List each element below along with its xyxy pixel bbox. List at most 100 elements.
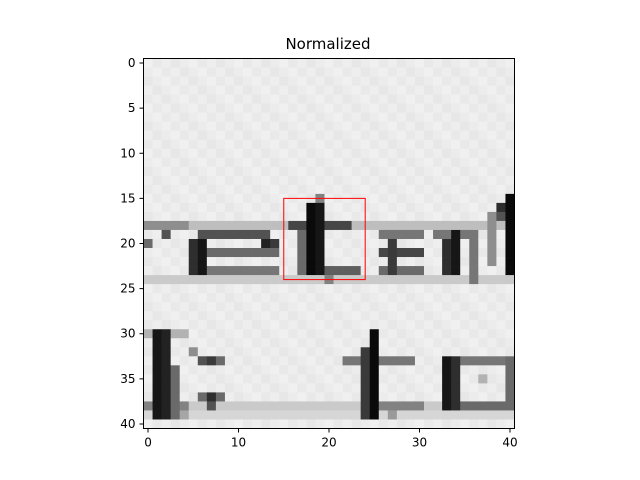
heatmap-cell [442,410,452,420]
heatmap-cell [505,220,515,231]
heatmap-cell [387,284,398,294]
heatmap-cell [179,302,190,312]
heatmap-cell [396,275,407,285]
heatmap-cell [378,166,389,177]
heatmap-cell [333,157,343,168]
heatmap-cell [360,67,371,77]
heatmap-cell [351,157,362,168]
heatmap-cell [396,410,407,420]
heatmap-cell [170,356,181,366]
heatmap-cell [478,211,488,222]
heatmap-cell [197,220,208,231]
heatmap-cell [351,211,362,222]
heatmap-cell [433,248,443,258]
heatmap-cell [315,392,325,402]
heatmap-cell [460,112,470,123]
heatmap-cell [442,148,452,159]
heatmap-cell [369,166,380,177]
heatmap-cell [243,175,253,186]
heatmap-cell [333,238,343,249]
heatmap-cell [206,112,217,123]
heatmap-cell [478,410,488,420]
heatmap-cell [378,157,389,168]
heatmap-cell [161,193,171,204]
heatmap-cell [469,139,479,150]
heatmap-cell [433,103,443,113]
heatmap-cell [414,365,425,375]
heatmap-cell [143,410,153,420]
heatmap-cell [288,157,298,168]
heatmap-cell [387,419,398,429]
x-tick-label: 10 [231,436,246,450]
heatmap-cell [161,220,171,231]
heatmap-cell [505,121,515,132]
heatmap-cell [243,311,253,321]
heatmap-cell [243,94,253,104]
heatmap-cell [143,383,153,393]
heatmap-cell [243,392,253,402]
heatmap-cell [414,401,425,411]
heatmap-cell [261,76,271,86]
heatmap-cell [342,229,352,240]
heatmap-cell [469,67,479,77]
heatmap-cell [360,383,371,393]
heatmap-cell [215,211,226,222]
heatmap-cell [478,229,488,240]
heatmap-cell [243,275,253,285]
heatmap-cell [197,293,208,303]
heatmap-cell [442,157,452,168]
heatmap-cell [505,383,515,393]
heatmap-cell [369,293,380,303]
heatmap-cell [387,103,398,113]
heatmap-cell [414,293,425,303]
heatmap-cell [487,347,497,357]
heatmap-cell [351,148,362,159]
heatmap-cell [324,401,334,411]
heatmap-cell [442,275,452,285]
heatmap-cell [351,103,362,113]
heatmap-cell [306,266,316,276]
heatmap-cell [224,338,235,348]
heatmap-cell [179,130,190,141]
heatmap-cell [405,410,416,420]
heatmap-cell [378,302,389,312]
heatmap-cell [324,166,334,177]
heatmap-cell [405,248,416,258]
heatmap-cell [378,211,389,222]
heatmap-cell [297,329,307,339]
heatmap-cell [478,238,488,249]
heatmap-cell [442,103,452,113]
heatmap-cell [261,347,271,357]
heatmap-cell [351,338,362,348]
heatmap-cell [270,148,280,159]
heatmap-cell [442,392,452,402]
heatmap-cell [442,374,452,384]
heatmap-cell [433,229,443,240]
heatmap-cell [451,266,461,276]
heatmap-cell [152,410,162,420]
heatmap-cell [496,157,506,168]
heatmap-cell [405,211,416,222]
heatmap-cell [396,211,407,222]
heatmap-cell [252,374,262,384]
heatmap-cell [261,139,271,150]
heatmap-cell [387,347,398,357]
heatmap-cell [460,229,470,240]
heatmap-cell [270,193,280,204]
heatmap-cell [478,275,488,285]
heatmap-cell [233,103,244,113]
heatmap-cell [270,329,280,339]
heatmap-cell [270,284,280,294]
heatmap-cell [496,338,506,348]
heatmap-cell [378,293,389,303]
heatmap-cell [261,166,271,177]
heatmap-cell [342,257,352,267]
heatmap-cell [414,275,425,285]
heatmap-cell [496,383,506,393]
heatmap-cell [505,103,515,113]
heatmap-cell [351,311,362,321]
heatmap-cell [460,374,470,384]
heatmap-cell [152,248,162,258]
heatmap-cell [487,121,497,132]
heatmap-cell [270,410,280,420]
